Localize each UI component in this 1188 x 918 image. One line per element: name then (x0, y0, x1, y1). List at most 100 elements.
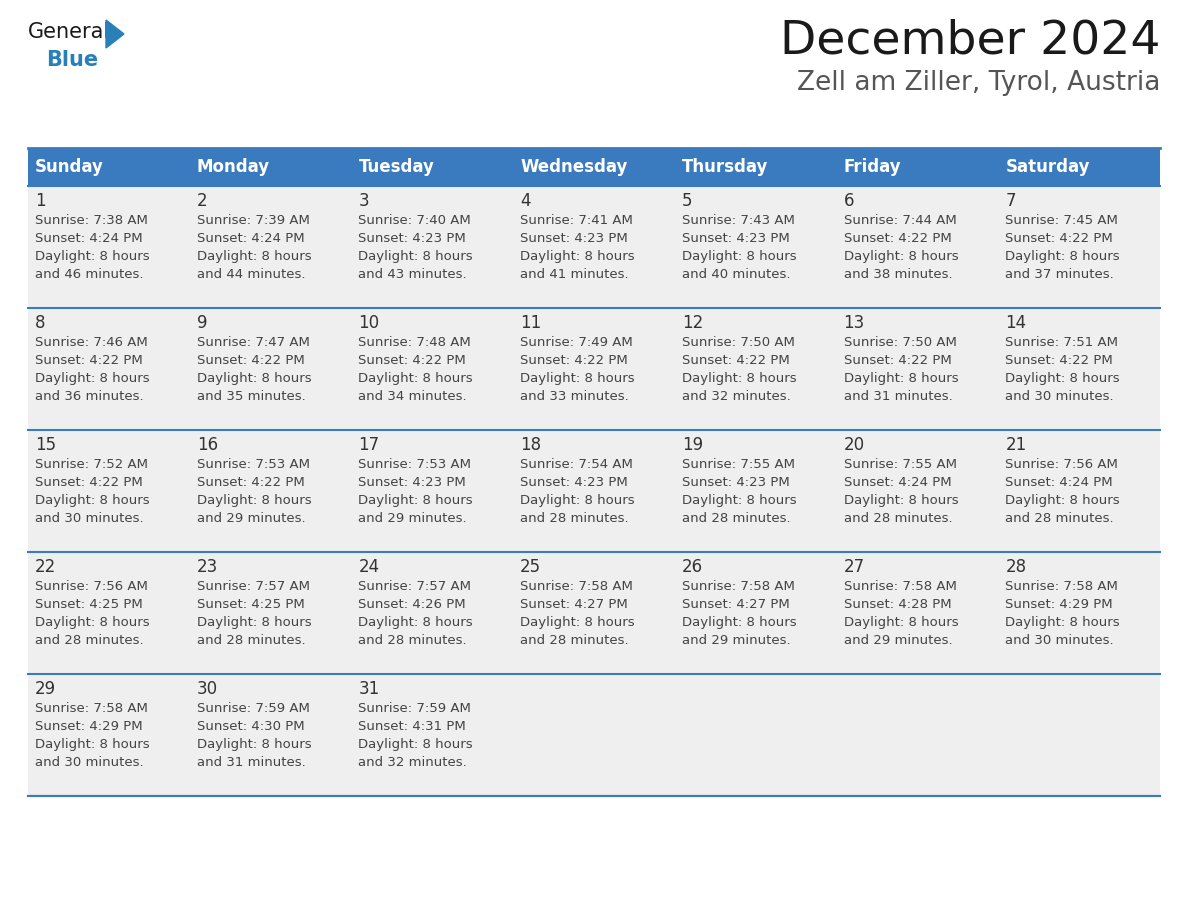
Text: 1: 1 (34, 192, 45, 210)
Text: Sunrise: 7:52 AM: Sunrise: 7:52 AM (34, 458, 148, 471)
Text: Sunrise: 7:43 AM: Sunrise: 7:43 AM (682, 214, 795, 227)
Text: Daylight: 8 hours: Daylight: 8 hours (359, 738, 473, 751)
Text: Sunday: Sunday (34, 158, 103, 176)
Bar (998, 674, 1159, 796)
Bar (513, 430, 675, 552)
Text: Daylight: 8 hours: Daylight: 8 hours (197, 738, 311, 751)
Text: Sunset: 4:25 PM: Sunset: 4:25 PM (197, 598, 304, 611)
Text: Daylight: 8 hours: Daylight: 8 hours (843, 250, 959, 263)
Text: Sunset: 4:27 PM: Sunset: 4:27 PM (520, 598, 628, 611)
Bar (29, 674, 190, 796)
Polygon shape (106, 20, 124, 48)
Bar (675, 430, 836, 552)
Bar (675, 552, 836, 674)
Text: Daylight: 8 hours: Daylight: 8 hours (1005, 616, 1120, 629)
Text: Sunrise: 7:48 AM: Sunrise: 7:48 AM (359, 336, 472, 349)
Text: and 29 minutes.: and 29 minutes. (843, 634, 953, 647)
Text: and 28 minutes.: and 28 minutes. (1005, 512, 1114, 525)
Bar (998, 308, 1159, 430)
Text: Daylight: 8 hours: Daylight: 8 hours (682, 250, 796, 263)
Bar (998, 148, 1159, 186)
Text: Daylight: 8 hours: Daylight: 8 hours (34, 616, 150, 629)
Text: 9: 9 (197, 314, 207, 332)
Text: and 31 minutes.: and 31 minutes. (843, 390, 953, 403)
Text: Sunrise: 7:56 AM: Sunrise: 7:56 AM (34, 580, 147, 593)
Text: Daylight: 8 hours: Daylight: 8 hours (359, 372, 473, 385)
Bar (836, 674, 998, 796)
Text: Sunrise: 7:58 AM: Sunrise: 7:58 AM (843, 580, 956, 593)
Text: Daylight: 8 hours: Daylight: 8 hours (1005, 250, 1120, 263)
Text: Sunset: 4:31 PM: Sunset: 4:31 PM (359, 720, 466, 733)
Text: Sunset: 4:22 PM: Sunset: 4:22 PM (682, 354, 790, 367)
Text: Sunset: 4:25 PM: Sunset: 4:25 PM (34, 598, 143, 611)
Text: 15: 15 (34, 436, 56, 454)
Bar (29, 148, 190, 186)
Text: Daylight: 8 hours: Daylight: 8 hours (34, 372, 150, 385)
Text: and 28 minutes.: and 28 minutes. (34, 634, 144, 647)
Bar (836, 186, 998, 308)
Text: Sunrise: 7:44 AM: Sunrise: 7:44 AM (843, 214, 956, 227)
Bar (513, 308, 675, 430)
Text: Zell am Ziller, Tyrol, Austria: Zell am Ziller, Tyrol, Austria (797, 70, 1159, 96)
Text: 4: 4 (520, 192, 531, 210)
Text: Sunrise: 7:53 AM: Sunrise: 7:53 AM (359, 458, 472, 471)
Bar (675, 674, 836, 796)
Text: Sunset: 4:22 PM: Sunset: 4:22 PM (34, 354, 143, 367)
Text: and 32 minutes.: and 32 minutes. (682, 390, 790, 403)
Text: Sunset: 4:22 PM: Sunset: 4:22 PM (843, 354, 952, 367)
Text: Sunrise: 7:58 AM: Sunrise: 7:58 AM (34, 702, 147, 715)
Text: Daylight: 8 hours: Daylight: 8 hours (197, 250, 311, 263)
Text: and 40 minutes.: and 40 minutes. (682, 268, 790, 281)
Bar (190, 430, 352, 552)
Text: Sunset: 4:29 PM: Sunset: 4:29 PM (34, 720, 143, 733)
Bar (190, 148, 352, 186)
Text: and 41 minutes.: and 41 minutes. (520, 268, 628, 281)
Text: Daylight: 8 hours: Daylight: 8 hours (843, 616, 959, 629)
Text: and 44 minutes.: and 44 minutes. (197, 268, 305, 281)
Text: Sunset: 4:23 PM: Sunset: 4:23 PM (682, 476, 790, 489)
Text: 21: 21 (1005, 436, 1026, 454)
Text: and 28 minutes.: and 28 minutes. (359, 634, 467, 647)
Text: Daylight: 8 hours: Daylight: 8 hours (34, 250, 150, 263)
Text: Daylight: 8 hours: Daylight: 8 hours (843, 494, 959, 507)
Text: 25: 25 (520, 558, 542, 576)
Text: Sunset: 4:22 PM: Sunset: 4:22 PM (34, 476, 143, 489)
Text: 5: 5 (682, 192, 693, 210)
Text: Sunrise: 7:50 AM: Sunrise: 7:50 AM (843, 336, 956, 349)
Text: Sunrise: 7:39 AM: Sunrise: 7:39 AM (197, 214, 310, 227)
Text: Sunset: 4:23 PM: Sunset: 4:23 PM (520, 232, 628, 245)
Text: Daylight: 8 hours: Daylight: 8 hours (34, 738, 150, 751)
Text: Sunset: 4:23 PM: Sunset: 4:23 PM (359, 232, 466, 245)
Bar (513, 552, 675, 674)
Bar (352, 308, 513, 430)
Text: and 28 minutes.: and 28 minutes. (843, 512, 953, 525)
Text: Sunrise: 7:50 AM: Sunrise: 7:50 AM (682, 336, 795, 349)
Text: and 37 minutes.: and 37 minutes. (1005, 268, 1114, 281)
Text: Sunrise: 7:40 AM: Sunrise: 7:40 AM (359, 214, 472, 227)
Text: December 2024: December 2024 (779, 18, 1159, 63)
Text: and 34 minutes.: and 34 minutes. (359, 390, 467, 403)
Text: Monday: Monday (197, 158, 270, 176)
Text: and 36 minutes.: and 36 minutes. (34, 390, 144, 403)
Text: and 43 minutes.: and 43 minutes. (359, 268, 467, 281)
Text: Sunset: 4:26 PM: Sunset: 4:26 PM (359, 598, 466, 611)
Bar (190, 308, 352, 430)
Text: Daylight: 8 hours: Daylight: 8 hours (843, 372, 959, 385)
Text: Daylight: 8 hours: Daylight: 8 hours (682, 494, 796, 507)
Text: and 28 minutes.: and 28 minutes. (520, 512, 628, 525)
Text: Sunrise: 7:38 AM: Sunrise: 7:38 AM (34, 214, 147, 227)
Text: Blue: Blue (46, 50, 99, 70)
Text: 6: 6 (843, 192, 854, 210)
Text: Daylight: 8 hours: Daylight: 8 hours (682, 616, 796, 629)
Text: Sunrise: 7:57 AM: Sunrise: 7:57 AM (359, 580, 472, 593)
Text: Daylight: 8 hours: Daylight: 8 hours (34, 494, 150, 507)
Bar (836, 148, 998, 186)
Bar (998, 430, 1159, 552)
Text: 18: 18 (520, 436, 542, 454)
Bar (29, 552, 190, 674)
Bar (675, 148, 836, 186)
Text: Daylight: 8 hours: Daylight: 8 hours (197, 494, 311, 507)
Text: Sunrise: 7:59 AM: Sunrise: 7:59 AM (359, 702, 472, 715)
Text: 27: 27 (843, 558, 865, 576)
Text: and 33 minutes.: and 33 minutes. (520, 390, 628, 403)
